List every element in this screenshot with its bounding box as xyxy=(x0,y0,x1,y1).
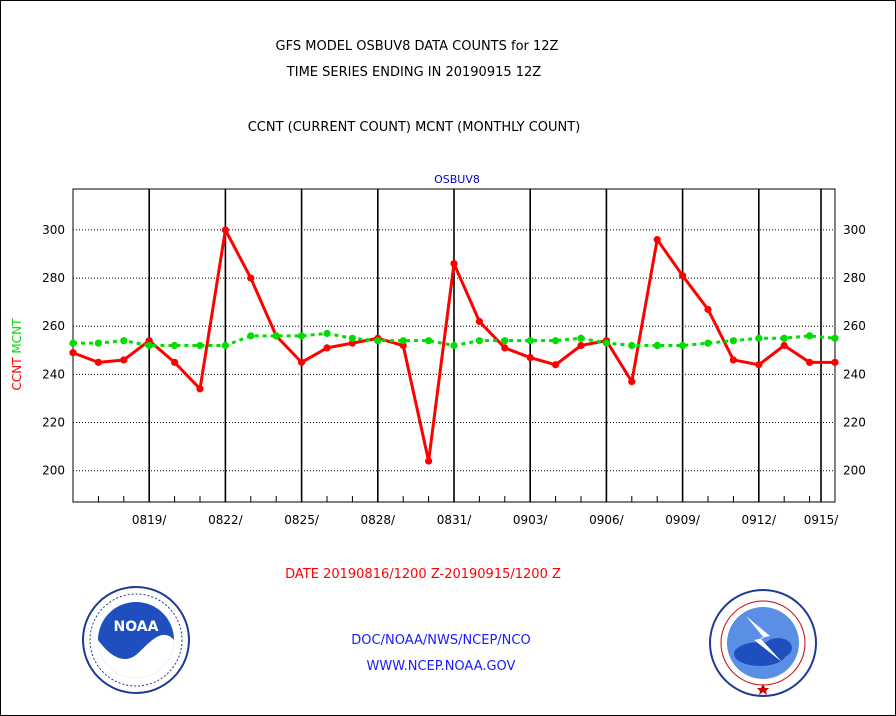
data-point-ccnt xyxy=(552,361,560,369)
data-point-mcnt xyxy=(298,332,306,340)
x-tick-label: 0831/ xyxy=(437,513,473,527)
data-point-mcnt xyxy=(425,337,433,345)
data-point-ccnt xyxy=(247,274,255,282)
y-tick-label-left: 300 xyxy=(42,223,65,237)
data-point-ccnt xyxy=(780,341,788,350)
x-tick-label: 0903/ xyxy=(513,513,549,527)
plot-label: OSBUV8 xyxy=(434,173,480,186)
data-point-ccnt xyxy=(196,385,204,393)
data-point-ccnt xyxy=(171,358,179,366)
data-point-mcnt xyxy=(323,329,331,338)
x-tick-label: 0909/ xyxy=(665,513,701,527)
data-point-ccnt xyxy=(704,305,712,313)
y-tick-label-right: 220 xyxy=(843,416,866,430)
data-point-mcnt xyxy=(374,337,382,345)
data-point-mcnt xyxy=(196,341,204,350)
data-point-ccnt xyxy=(450,260,458,268)
data-point-mcnt xyxy=(450,341,458,350)
chart-title-line2: TIME SERIES ENDING IN 20190915 12Z xyxy=(286,65,542,80)
x-tick-label: 0822/ xyxy=(208,513,244,527)
nws-logo-icon xyxy=(709,589,817,697)
data-point-ccnt xyxy=(526,353,534,362)
chart-subtitle: CCNT (CURRENT COUNT) MCNT (MONTHLY COUNT… xyxy=(247,120,581,135)
y-tick-label-right: 200 xyxy=(843,464,866,478)
data-point-mcnt xyxy=(577,334,585,342)
x-tick-label: 0825/ xyxy=(284,513,320,527)
data-point-mcnt xyxy=(602,339,611,347)
data-point-ccnt xyxy=(221,226,229,234)
y-tick-label-left: 280 xyxy=(42,271,65,285)
data-point-mcnt xyxy=(145,341,153,350)
data-point-ccnt xyxy=(69,349,77,357)
data-point-mcnt xyxy=(247,332,255,340)
y-tick-label-right: 280 xyxy=(843,271,866,285)
data-point-ccnt xyxy=(94,358,102,366)
data-point-ccnt xyxy=(501,344,509,352)
date-range-label: DATE 20190816/1200 Z-20190915/1200 Z xyxy=(285,567,561,582)
data-point-mcnt xyxy=(94,339,102,347)
website-link[interactable]: WWW.NCEP.NOAA.GOV xyxy=(366,659,516,674)
data-point-mcnt xyxy=(729,337,738,345)
data-point-mcnt xyxy=(475,337,483,345)
data-point-ccnt xyxy=(323,344,331,352)
y-axis-label-ccnt: CCNT xyxy=(10,354,24,391)
data-point-mcnt xyxy=(526,337,534,345)
data-point-mcnt xyxy=(69,339,77,347)
data-point-mcnt xyxy=(272,332,280,340)
y-tick-label-left: 220 xyxy=(42,416,65,430)
y-tick-label-right: 260 xyxy=(843,319,866,333)
data-point-mcnt xyxy=(679,341,687,350)
data-point-ccnt xyxy=(577,341,585,350)
y-tick-label-left: 260 xyxy=(42,319,65,333)
line-chart: 200 200 220 220 240 240 260 260 280 280 300 300 0819… xyxy=(10,173,866,527)
y-axis-label-mcnt: MCNT xyxy=(10,318,24,354)
data-point-ccnt xyxy=(653,235,661,244)
y-tick-label-left: 240 xyxy=(42,367,65,381)
data-point-ccnt xyxy=(679,272,687,280)
data-point-mcnt xyxy=(171,341,179,350)
data-point-mcnt xyxy=(831,334,839,342)
org-link[interactable]: DOC/NOAA/NWS/NCEP/NCO xyxy=(351,633,531,648)
y-tick-label-right: 240 xyxy=(843,367,866,381)
y-axis-label: CCNT MCNT xyxy=(10,318,24,391)
x-tick-label: 0828/ xyxy=(361,513,397,527)
data-point-ccnt xyxy=(806,358,814,366)
data-point-ccnt xyxy=(298,358,306,366)
data-point-mcnt xyxy=(120,337,128,345)
data-point-mcnt xyxy=(806,332,814,340)
data-point-ccnt xyxy=(729,356,738,364)
noaa-logo-icon: NOAA xyxy=(82,586,190,694)
data-point-ccnt xyxy=(831,358,839,366)
data-point-mcnt xyxy=(653,341,661,350)
noaa-logo-text: NOAA xyxy=(114,619,159,635)
data-point-ccnt xyxy=(425,457,433,465)
data-point-ccnt xyxy=(755,361,763,369)
y-tick-label-left: 200 xyxy=(42,464,65,478)
y-tick-label-right: 300 xyxy=(843,223,866,237)
data-point-mcnt xyxy=(399,337,407,345)
data-point-mcnt xyxy=(348,334,356,342)
x-tick-label: 0912/ xyxy=(742,513,778,527)
data-point-mcnt xyxy=(552,337,560,345)
data-point-mcnt xyxy=(704,339,712,347)
x-tick-label: 0915/ xyxy=(804,513,840,527)
x-tick-label: 0819/ xyxy=(132,513,168,527)
chart-title-line1: GFS MODEL OSBUV8 DATA COUNTS for 12Z xyxy=(275,39,559,54)
data-point-ccnt xyxy=(120,356,128,364)
data-point-mcnt xyxy=(221,341,229,350)
data-point-mcnt xyxy=(755,334,763,342)
data-point-mcnt xyxy=(628,341,636,350)
data-point-ccnt xyxy=(628,378,636,386)
data-point-mcnt xyxy=(501,337,509,345)
data-point-mcnt xyxy=(780,334,788,342)
x-tick-label: 0906/ xyxy=(589,513,625,527)
data-point-ccnt xyxy=(475,317,483,326)
